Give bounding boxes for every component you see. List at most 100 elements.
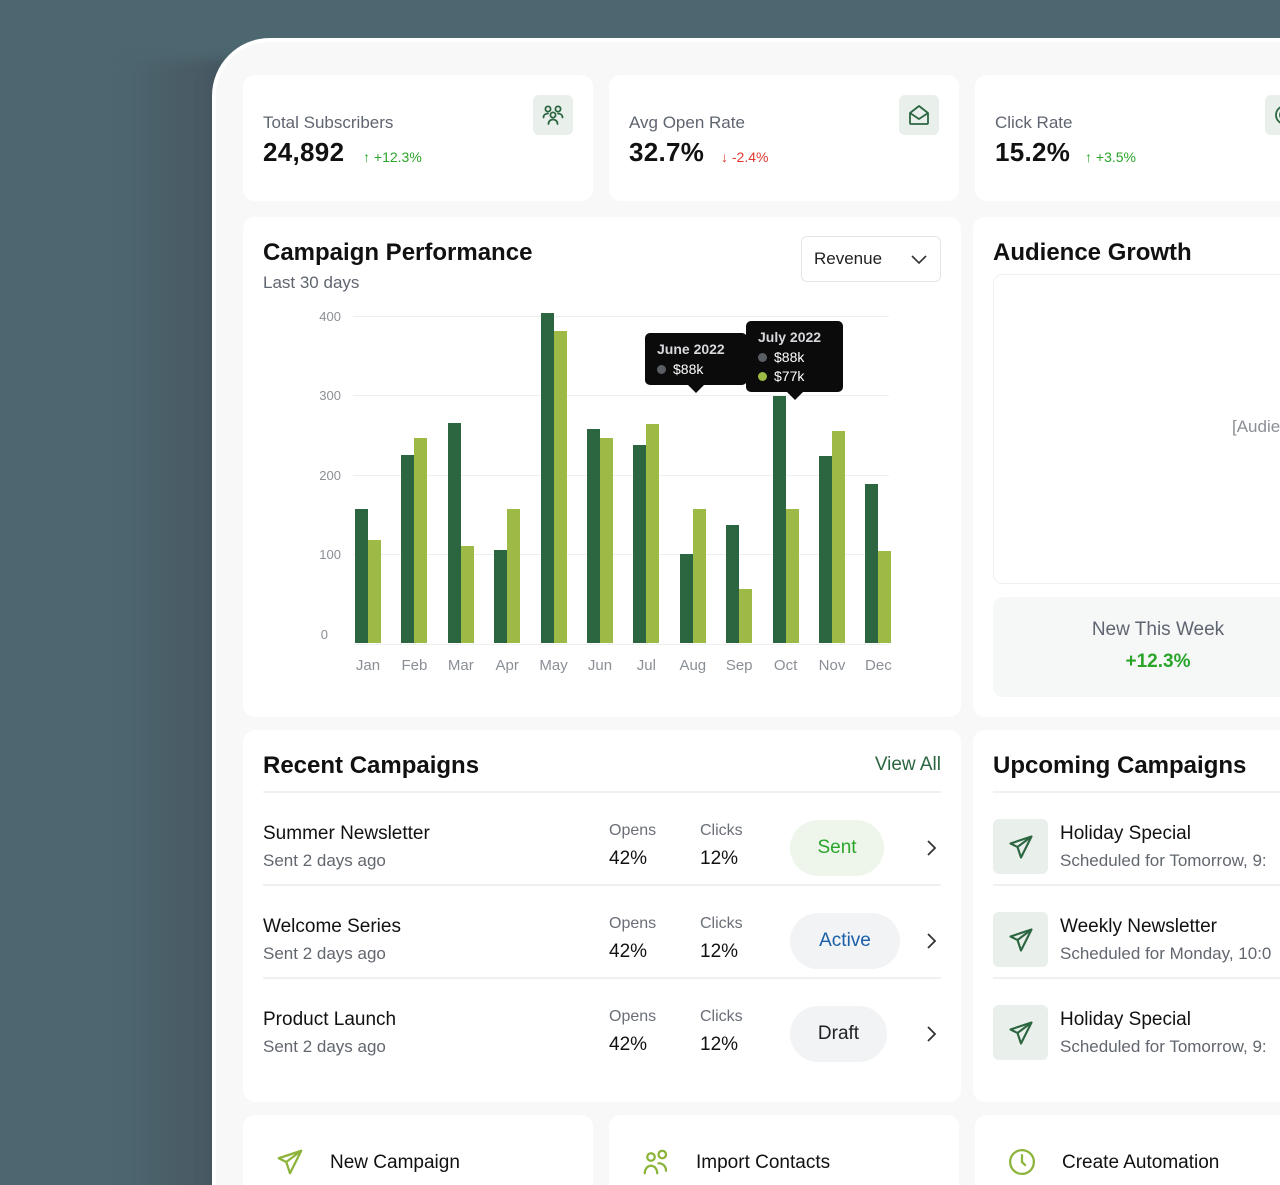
send-icon <box>993 1005 1048 1060</box>
x-tick: Sep <box>725 657 753 674</box>
x-tick: May <box>539 657 568 674</box>
chevron-right-icon[interactable] <box>924 1025 938 1043</box>
arrow-up-icon: ↑ <box>363 149 370 165</box>
status-badge: Draft <box>790 1006 887 1062</box>
status-badge: Active <box>790 913 900 969</box>
bar-aug-series-1[interactable] <box>679 553 693 643</box>
bar-apr-series-2[interactable] <box>507 508 521 643</box>
bar-sep-series-2[interactable] <box>739 588 753 643</box>
divider <box>993 791 1280 793</box>
audience-chart-placeholder: [Audie <box>993 274 1280 584</box>
upcoming-campaigns-card: Upcoming Campaigns Holiday Special Sched… <box>973 730 1280 1102</box>
chevron-down-icon <box>911 255 927 265</box>
bar-may-series-2[interactable] <box>553 331 567 643</box>
tooltip-july-2022: July 2022 $88k $77k <box>746 321 843 400</box>
divider <box>263 791 941 793</box>
y-tick: 400 <box>319 309 341 324</box>
bar-plot-area <box>353 313 893 643</box>
stat-card-click-rate: Click Rate 15.2% ↑ +3.5% <box>975 75 1280 201</box>
bar-apr-series-1[interactable] <box>494 549 508 643</box>
stat-value: 15.2% <box>995 137 1071 167</box>
view-all-link[interactable]: View All <box>874 754 941 775</box>
campaign-row[interactable]: Welcome Series Sent 2 days ago Opens 42%… <box>243 885 961 977</box>
chevron-right-icon[interactable] <box>924 839 938 857</box>
bar-jan-series-2[interactable] <box>368 539 381 643</box>
create-automation-button[interactable]: Create Automation <box>975 1115 1280 1185</box>
gridline <box>353 316 889 317</box>
chevron-right-icon[interactable] <box>924 932 938 950</box>
bar-mar-series-1[interactable] <box>447 422 461 643</box>
legend-dot <box>758 371 767 381</box>
campaign-row[interactable]: Summer Newsletter Sent 2 days ago Opens … <box>243 792 961 884</box>
gridline <box>353 395 889 396</box>
upcoming-row[interactable]: Weekly Newsletter Scheduled for Monday, … <box>973 885 1280 977</box>
stat-card-avg-open-rate: Avg Open Rate 32.7% ↓ -2.4% <box>609 75 959 201</box>
target-icon <box>1265 95 1280 135</box>
status-badge: Sent <box>790 820 884 876</box>
y-tick: 200 <box>319 468 341 483</box>
divider <box>993 977 1280 979</box>
bar-mar-series-2[interactable] <box>460 545 474 643</box>
bar-dec-series-2[interactable] <box>878 550 892 643</box>
send-icon <box>277 1149 303 1175</box>
legend-dot <box>657 364 666 374</box>
x-tick: Apr <box>495 657 519 674</box>
card-subtitle: Last 30 days <box>263 273 360 292</box>
y-tick: 300 <box>319 388 341 403</box>
bar-feb-series-1[interactable] <box>401 454 415 643</box>
divider <box>263 884 941 886</box>
bar-jul-series-2[interactable] <box>646 424 660 643</box>
import-contacts-button[interactable]: Import Contacts <box>609 1115 959 1185</box>
open-envelope-icon <box>899 95 939 135</box>
bar-may-series-1[interactable] <box>540 313 554 643</box>
send-icon <box>993 819 1048 874</box>
bar-dec-series-1[interactable] <box>865 483 879 643</box>
bar-aug-series-2[interactable] <box>692 508 706 643</box>
card-title: Recent Campaigns <box>263 752 480 779</box>
bar-jan-series-1[interactable] <box>355 508 368 643</box>
campaign-row[interactable]: Product Launch Sent 2 days ago Opens 42%… <box>243 978 961 1070</box>
bar-sep-series-1[interactable] <box>726 525 740 643</box>
arrow-down-icon: ↓ <box>721 149 728 165</box>
x-tick: Jul <box>636 657 656 674</box>
audience-growth-card: Audience Growth [Audie New This Week +12… <box>973 217 1280 717</box>
gridline <box>353 475 889 476</box>
gridline <box>353 554 889 555</box>
stat-value: 24,892 <box>263 137 345 167</box>
card-title: Upcoming Campaigns <box>993 752 1247 779</box>
card-title: Campaign Performance <box>263 239 533 266</box>
bar-oct-series-2[interactable] <box>785 508 799 643</box>
x-tick: Mar <box>447 657 474 674</box>
bar-jun-series-1[interactable] <box>587 429 600 643</box>
x-tick: Jun <box>587 657 613 674</box>
stat-label: Avg Open Rate <box>629 113 745 132</box>
x-tick: Aug <box>679 657 707 674</box>
bar-feb-series-2[interactable] <box>414 438 428 643</box>
bar-jun-series-2[interactable] <box>600 438 613 643</box>
divider <box>263 977 941 979</box>
stat-value: 32.7% <box>629 137 705 167</box>
send-icon <box>993 912 1048 967</box>
legend-dot <box>758 352 767 362</box>
tooltip-june-2022: June 2022 $88k <box>645 333 747 393</box>
arrow-up-icon: ↑ <box>1085 149 1092 165</box>
stat-delta: ↓ -2.4% <box>721 149 769 165</box>
bar-nov-series-2[interactable] <box>832 430 845 643</box>
stat-delta: ↑ +3.5% <box>1085 149 1136 165</box>
y-tick: 100 <box>319 547 341 562</box>
x-tick: Dec <box>865 657 892 674</box>
upcoming-row[interactable]: Holiday Special Scheduled for Tomorrow, … <box>973 978 1280 1070</box>
new-this-week-panel: New This Week +12.3% <box>993 597 1280 697</box>
x-tick: Jan <box>355 657 381 674</box>
bar-oct-series-1[interactable] <box>772 395 786 643</box>
card-title: Audience Growth <box>993 239 1192 266</box>
users-icon <box>533 95 573 135</box>
x-tick: Feb <box>401 657 428 674</box>
upcoming-row[interactable]: Holiday Special Scheduled for Tomorrow, … <box>973 792 1280 884</box>
bar-nov-series-1[interactable] <box>819 455 832 643</box>
stat-card-total-subscribers: Total Subscribers 24,892 ↑ +12.3% <box>243 75 593 201</box>
new-campaign-button[interactable]: New Campaign <box>243 1115 593 1185</box>
bar-jul-series-1[interactable] <box>633 445 647 643</box>
metric-dropdown[interactable]: Revenue <box>801 236 941 282</box>
recent-campaigns-card: Recent Campaigns View All Summer Newslet… <box>243 730 961 1102</box>
